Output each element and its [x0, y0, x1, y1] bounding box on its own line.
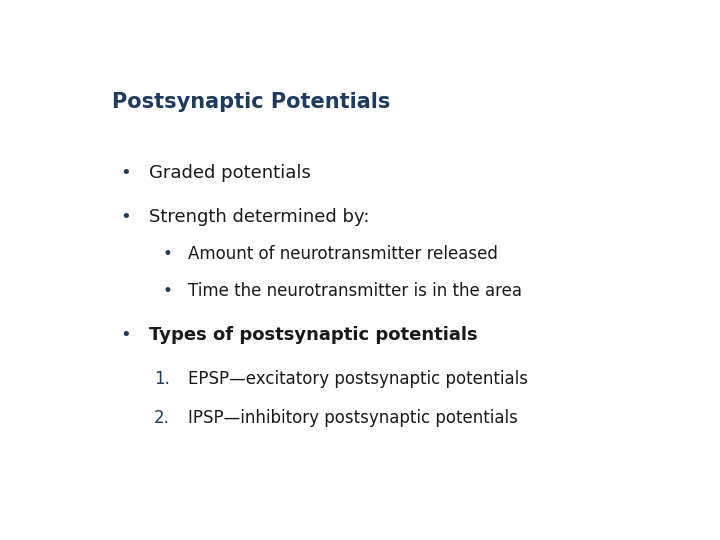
- Text: Types of postsynaptic potentials: Types of postsynaptic potentials: [148, 326, 477, 344]
- Text: •: •: [121, 207, 132, 226]
- Text: Amount of neurotransmitter released: Amount of neurotransmitter released: [188, 245, 498, 263]
- Text: •: •: [163, 245, 172, 263]
- Text: EPSP—excitatory postsynaptic potentials: EPSP—excitatory postsynaptic potentials: [188, 370, 528, 388]
- Text: •: •: [163, 282, 172, 300]
- Text: Graded potentials: Graded potentials: [148, 164, 310, 182]
- Text: 1.: 1.: [154, 370, 170, 388]
- Text: 2.: 2.: [154, 409, 170, 427]
- Text: Strength determined by:: Strength determined by:: [148, 207, 369, 226]
- Text: IPSP—inhibitory postsynaptic potentials: IPSP—inhibitory postsynaptic potentials: [188, 409, 518, 427]
- Text: •: •: [121, 326, 132, 344]
- Text: •: •: [121, 164, 132, 182]
- Text: Time the neurotransmitter is in the area: Time the neurotransmitter is in the area: [188, 282, 522, 300]
- Text: Postsynaptic Potentials: Postsynaptic Potentials: [112, 92, 391, 112]
